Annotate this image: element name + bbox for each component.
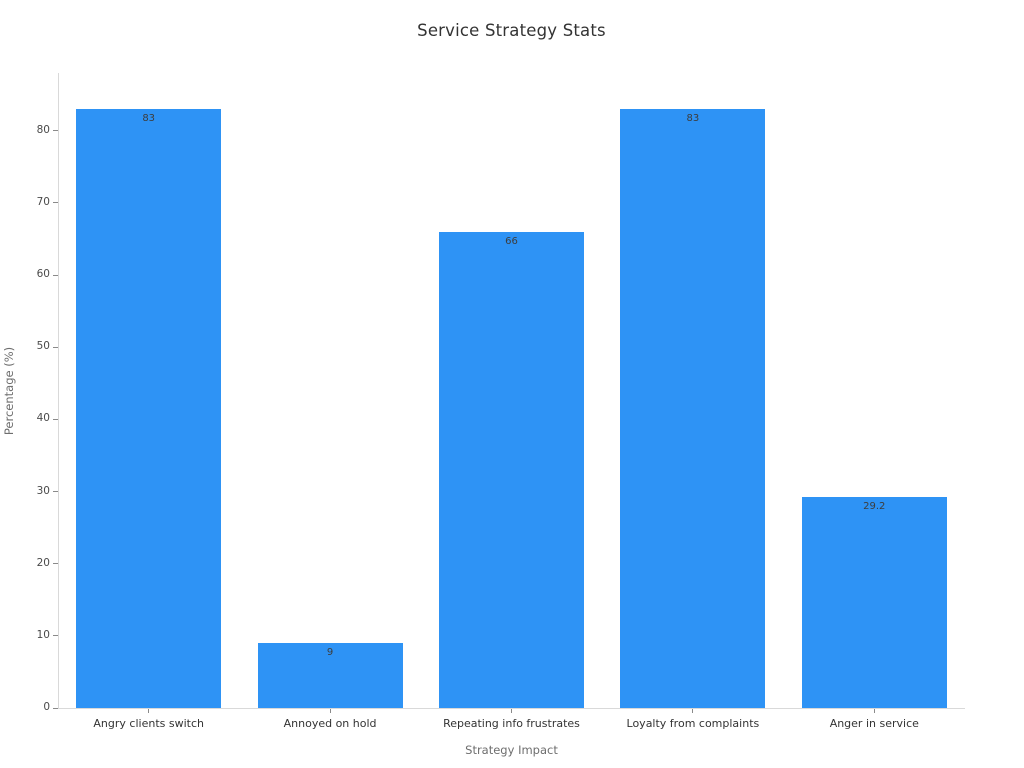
x-axis-line [58, 708, 965, 709]
y-axis-tick-mark [53, 563, 58, 565]
x-axis-category-label: Loyalty from complaints [626, 717, 760, 730]
bar-value-label: 29.2 [863, 501, 886, 513]
x-axis-category-label: Repeating info frustrates [443, 717, 580, 730]
x-axis-tick-mark [873, 709, 875, 713]
y-axis-tick-mark [53, 130, 58, 132]
y-axis-tick-label: 30 [36, 484, 50, 497]
bar-value-label: 66 [505, 235, 518, 247]
y-axis-line [58, 73, 59, 708]
x-axis-tick-mark [329, 709, 331, 713]
y-axis-tick-label: 40 [36, 412, 50, 425]
bar-3 [439, 231, 584, 708]
y-axis-title: Percentage (%) [2, 346, 16, 436]
bar-value-label: 9 [326, 647, 334, 659]
x-axis-tick-mark [692, 709, 694, 713]
bar-value-label: 83 [142, 113, 156, 125]
x-axis-category-label: Anger in service [829, 717, 919, 730]
y-axis-tick-mark [53, 202, 58, 204]
y-axis-tick-mark [53, 635, 58, 637]
y-axis-tick-mark [53, 274, 58, 276]
x-axis-title: Strategy Impact [465, 743, 558, 757]
y-axis-tick-mark [53, 418, 58, 420]
x-axis-category-label: Angry clients switch [93, 717, 204, 730]
y-axis-tick-label: 60 [36, 268, 50, 281]
y-axis-tick-label: 50 [36, 340, 50, 353]
bar-2 [257, 643, 403, 708]
y-axis-tick-mark [53, 707, 58, 709]
y-axis-tick-label: 10 [36, 628, 50, 641]
y-axis-tick-mark [53, 491, 58, 493]
plot-area: 0 10 20 30 40 50 60 70 80 83 Angry clients switch 9… [37, 73, 965, 730]
y-axis-tick-label: 0 [43, 701, 50, 713]
x-axis-tick-mark [148, 709, 150, 713]
x-axis-category-label: Annoyed on hold [283, 717, 377, 730]
y-axis-tick-label: 20 [36, 556, 50, 569]
chart-title: Service Strategy Stats [417, 21, 606, 40]
bar-1 [76, 109, 222, 708]
bar-5 [801, 497, 947, 708]
y-axis-tick-label: 80 [36, 123, 50, 136]
y-axis-tick-mark [53, 346, 58, 348]
bar-4 [620, 109, 766, 708]
x-axis-tick-mark [511, 709, 512, 713]
bar-value-label: 83 [686, 113, 700, 125]
y-axis-tick-label: 70 [36, 195, 50, 208]
